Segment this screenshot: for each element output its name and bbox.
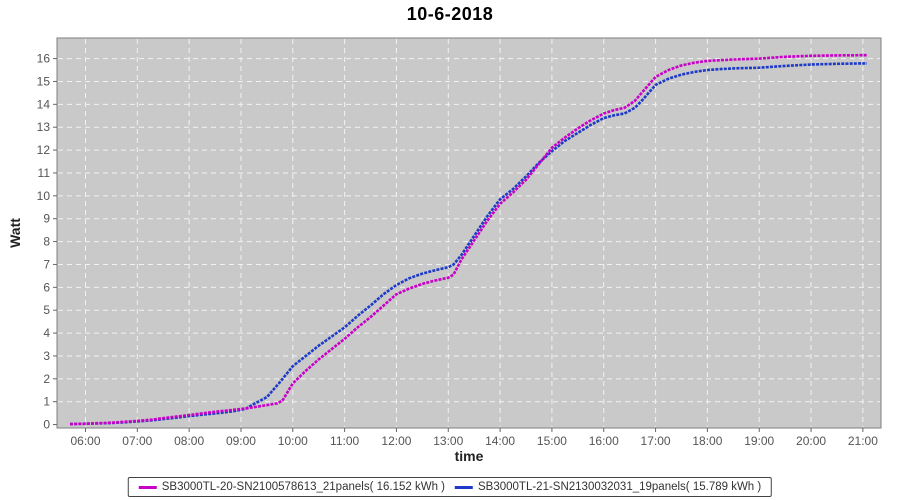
y-tick-label: 16 [37,52,51,66]
y-tick-label: 9 [43,212,50,226]
legend-label: SB3000TL-20-SN2100578613_21panels( 16.15… [161,481,445,493]
y-axis-label: Watt [7,218,23,248]
plot-background [56,37,882,429]
chart-title: 10-6-2018 [406,4,494,24]
x-tick-label: 17:00 [641,434,671,448]
x-tick-label: 09:00 [226,434,256,448]
x-tick-label: 21:00 [848,434,878,448]
x-axis-label: time [455,448,484,464]
y-tick-label: 5 [43,303,50,317]
x-tick-label: 11:00 [330,434,359,448]
y-tick-label: 15 [37,74,51,88]
series-line [69,53,867,426]
y-tick-label: 2 [43,372,50,386]
legend-item-sb3000tl-20: SB3000TL-20-SN2100578613_21panels( 16.15… [138,481,445,493]
y-tick-label: 4 [43,326,50,340]
x-tick-label: 16:00 [589,434,619,448]
legend-swatch-magenta [138,485,157,489]
x-tick-label: 08:00 [174,434,204,448]
y-tick-label: 1 [43,395,50,409]
chart-legend: SB3000TL-20-SN2100578613_21panels( 16.15… [127,477,773,497]
x-tick-label: 06:00 [70,434,100,448]
y-tick-label: 12 [37,143,51,157]
x-tick-label: 14:00 [485,434,515,448]
x-tick-label: 13:00 [433,434,463,448]
legend-item-sb3000tl-21: SB3000TL-21-SN2130032031_19panels( 15.78… [455,481,761,493]
legend-label: SB3000TL-21-SN2130032031_19panels( 15.78… [478,481,762,493]
x-tick-label: 19:00 [744,434,774,448]
series-line [69,62,867,426]
y-tick-label: 0 [43,418,50,432]
y-tick-label: 7 [43,257,50,271]
y-tick-label: 6 [43,280,50,294]
y-tick-label: 8 [43,235,50,249]
x-tick-label: 20:00 [796,434,826,448]
x-tick-label: 12:00 [381,434,411,448]
x-tick-label: 15:00 [537,434,567,448]
y-tick-label: 10 [37,189,51,203]
x-tick-label: 10:00 [278,434,308,448]
x-tick-label: 18:00 [692,434,722,448]
y-tick-label: 11 [38,166,51,180]
y-tick-label: 14 [37,97,51,111]
y-tick-label: 13 [37,120,51,134]
x-tick-label: 07:00 [122,434,152,448]
y-tick-label: 3 [43,349,50,363]
legend-swatch-blue [455,485,473,489]
